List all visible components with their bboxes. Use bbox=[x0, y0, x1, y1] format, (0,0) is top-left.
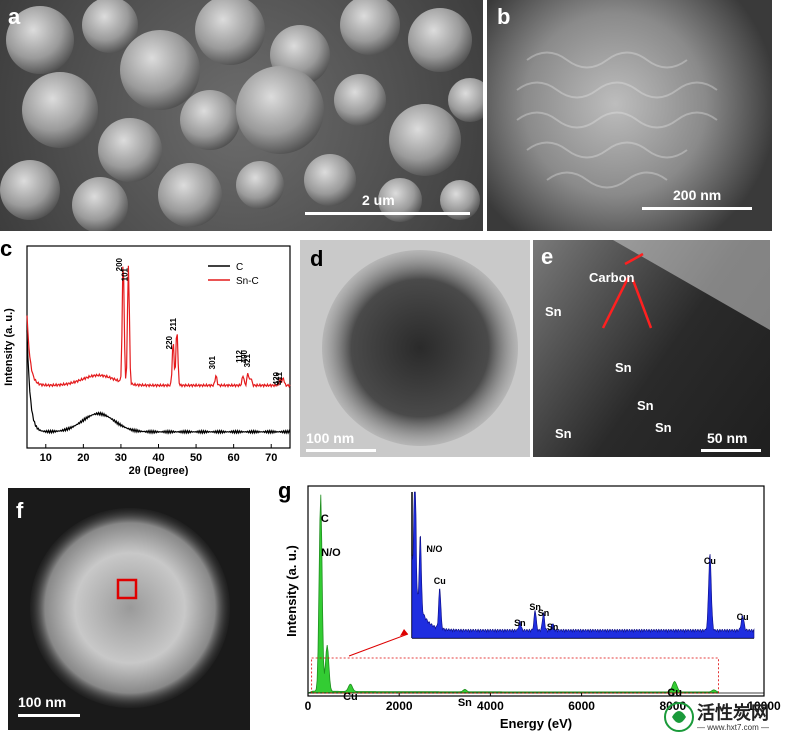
eds-zoom-arrow bbox=[348, 633, 409, 657]
eds-y-axis-label: Intensity (a. u.) bbox=[284, 545, 299, 637]
panel-e-overlay bbox=[533, 240, 770, 330]
xrd-peak-label: 112 bbox=[235, 349, 244, 362]
panel-d-scalebar bbox=[306, 449, 376, 452]
panel-d-tem-image: d 100 nm bbox=[300, 240, 530, 457]
xrd-x-tick-label: 20 bbox=[77, 452, 89, 464]
panel-b-texture bbox=[516, 51, 718, 189]
panel-b-scalebar bbox=[642, 207, 752, 210]
selection-box bbox=[116, 578, 138, 600]
panel-e-scalebar-label: 50 nm bbox=[707, 430, 748, 446]
xrd-peak-label: 321 bbox=[243, 353, 252, 367]
eds-main-peak-label: Sn bbox=[458, 697, 472, 709]
eds-x-tick-label: 4000 bbox=[477, 699, 504, 713]
watermark-text: 活性炭网 bbox=[697, 703, 769, 724]
xrd-x-tick-label: 70 bbox=[265, 452, 277, 464]
xrd-y-axis-label: Intensity (a. u.) bbox=[3, 308, 15, 386]
panel-e-scalebar bbox=[701, 449, 761, 452]
eds-inset-peak-label: Cu bbox=[704, 556, 716, 566]
sn-annotation-3: Sn bbox=[637, 398, 654, 413]
eds-main-peak-label: C bbox=[321, 513, 329, 525]
eds-inset-peak-label: Cu bbox=[434, 576, 446, 586]
eds-inset-peak-label: Sn bbox=[529, 602, 541, 612]
eds-x-tick-label: 10000 bbox=[747, 699, 781, 713]
panel-a-scalebar bbox=[305, 212, 470, 215]
eds-inset-peak-label: Sn bbox=[547, 622, 559, 632]
eds-inset-spectrum bbox=[411, 491, 755, 639]
panel-a-sem-image: a 2 um bbox=[0, 0, 483, 231]
xrd-plot: 10 20 30 40 50 60 70 2θ (Degree) Intensity (a. u… bbox=[3, 245, 291, 476]
eds-inset-peak-label: Sn bbox=[538, 608, 550, 618]
panel-e-hrtem-image: e Carbon Sn Sn Sn Sn Sn 50 nm bbox=[533, 240, 770, 457]
xrd-legend-label: C bbox=[236, 262, 243, 273]
xrd-x-axis-label: 2θ (Degree) bbox=[129, 465, 189, 476]
eds-inset-peak-label: Cu bbox=[737, 612, 749, 622]
panel-f-stem-image: f 100 nm bbox=[8, 488, 250, 730]
carbon-arrow-2 bbox=[631, 279, 653, 329]
xrd-x-tick-label: 40 bbox=[152, 452, 164, 464]
watermark-url: — www.hxt7.com — bbox=[697, 723, 770, 732]
eds-inset-peak-label: N/O bbox=[426, 544, 442, 554]
xrd-x-tick-label: 10 bbox=[40, 452, 52, 464]
xrd-x-tick-label: 30 bbox=[115, 452, 127, 464]
panel-f-scalebar-label: 100 nm bbox=[18, 694, 67, 710]
eds-x-tick-label: 2000 bbox=[386, 699, 413, 713]
xrd-peak-label: 211 bbox=[169, 317, 178, 330]
eds-zoom-arrow-head bbox=[400, 629, 408, 636]
eds-x-tick-label: 6000 bbox=[568, 699, 595, 713]
panel-g-label: g bbox=[278, 478, 292, 503]
eds-main-spectrum bbox=[307, 494, 719, 694]
xrd-peak-label: 420 bbox=[272, 371, 281, 385]
sn-annotation-5: Sn bbox=[655, 420, 672, 435]
panel-e-label: e bbox=[541, 244, 554, 269]
xrd-legend-label: Sn-C bbox=[236, 276, 259, 287]
panel-d-label: d bbox=[310, 246, 324, 271]
sn-annotation-1: Sn bbox=[545, 304, 562, 319]
sn-annotation-2: Sn bbox=[615, 360, 632, 375]
xrd-peak-label: 220 bbox=[165, 335, 174, 349]
watermark-logo-icon bbox=[664, 702, 694, 732]
xrd-peak-label: 400 bbox=[240, 349, 249, 363]
eds-zoom-region bbox=[311, 657, 719, 694]
panel-a-scalebar-label: 2 um bbox=[362, 192, 395, 208]
xrd-peak-label: 301 bbox=[208, 355, 217, 369]
panel-f-scalebar bbox=[18, 714, 80, 717]
panel-b-sem-image: b 200 nm bbox=[487, 0, 772, 231]
xrd-series-c bbox=[26, 330, 291, 435]
panel-c-label: c bbox=[0, 236, 13, 261]
panel-f-particle bbox=[30, 508, 230, 708]
xrd-x-tick-label: 50 bbox=[190, 452, 202, 464]
panel-a-particles bbox=[0, 0, 483, 231]
carbon-arrow-1 bbox=[601, 275, 631, 329]
carbon-arrow-3 bbox=[624, 252, 644, 266]
eds-main-peak-label: Cu bbox=[343, 691, 358, 703]
eds-x-tick-label: 0 bbox=[305, 699, 312, 713]
panel-c-xrd-chart: c 10 20 30 40 50 60 70 2θ (Degree) Intensity (a.… bbox=[0, 236, 298, 476]
xrd-peak-label: 200 bbox=[115, 257, 124, 271]
watermark: 活性炭网 — www.hxt7.com — bbox=[663, 699, 783, 737]
xrd-series-sn-c bbox=[26, 265, 291, 389]
panel-d-scalebar-label: 100 nm bbox=[306, 430, 355, 446]
sn-annotation-4: Sn bbox=[555, 426, 572, 441]
panel-d-particle bbox=[322, 250, 518, 446]
panel-b-scalebar-label: 200 nm bbox=[673, 187, 722, 203]
eds-main-peak-label: N/O bbox=[321, 547, 341, 559]
xrd-x-tick-label: 60 bbox=[228, 452, 240, 464]
carbon-annotation: Carbon bbox=[589, 270, 635, 285]
panel-a-label: a bbox=[8, 4, 21, 29]
eds-x-axis-label: Energy (eV) bbox=[500, 716, 572, 731]
panel-b-label: b bbox=[497, 4, 511, 29]
panel-f-label: f bbox=[16, 498, 24, 523]
xrd-peak-label: 411 bbox=[275, 371, 284, 384]
eds-axes-frame bbox=[307, 485, 765, 697]
panel-g-eds-chart: g 0 2000 4000 6000 8000 10000 Energy (eV) Inten… bbox=[256, 478, 787, 739]
xrd-peak-label: 101 bbox=[120, 267, 129, 281]
eds-inset-peak-label: Sn bbox=[514, 618, 526, 628]
